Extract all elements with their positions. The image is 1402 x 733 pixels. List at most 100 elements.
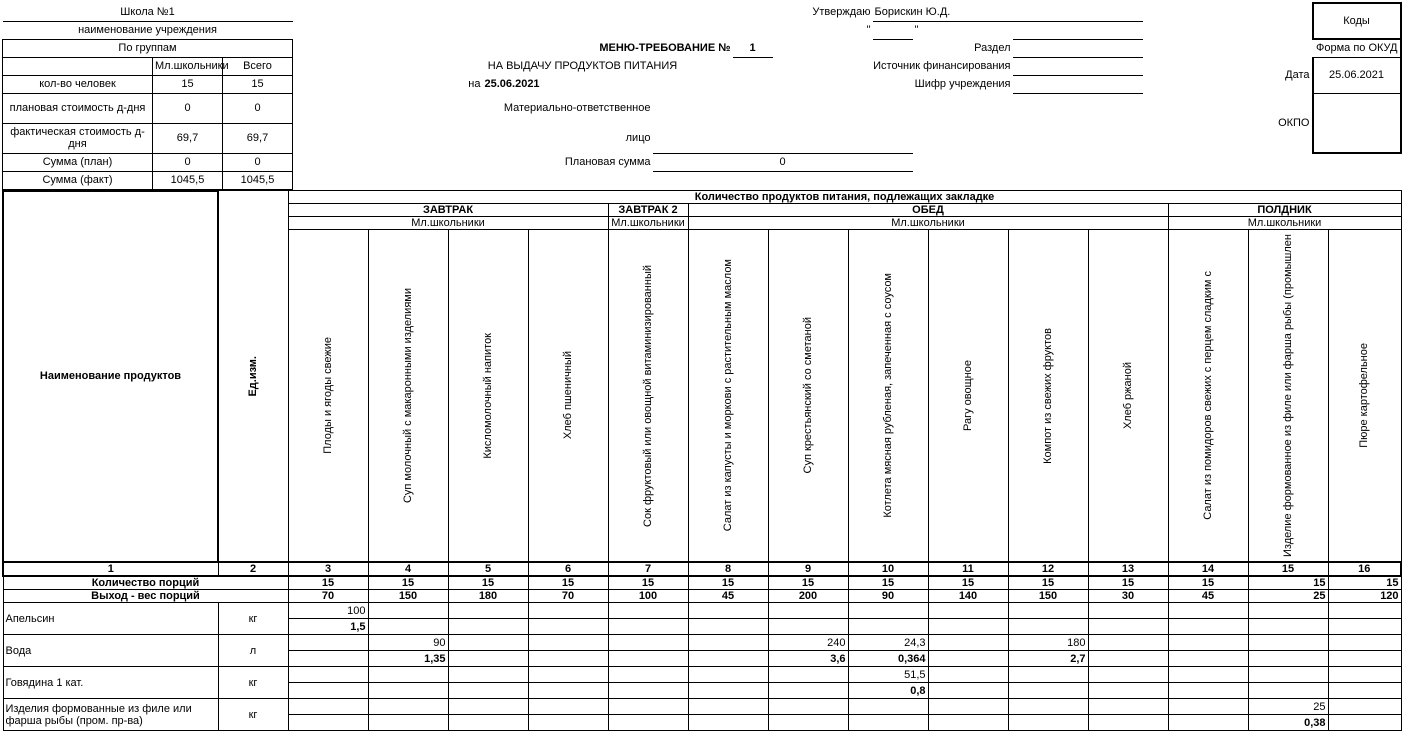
product-cell [1088, 667, 1168, 683]
out-11: 45 [1168, 590, 1248, 603]
product-cell [688, 667, 768, 683]
row1-v1: 0 [153, 93, 223, 123]
product-cell [528, 603, 608, 619]
product-cell [448, 715, 528, 731]
out-label: Выход - вес порций [3, 590, 288, 603]
col-name-header: Наименование продуктов [3, 191, 218, 563]
col-total: Всего [223, 57, 293, 75]
out-1: 150 [368, 590, 448, 603]
product-cell [528, 651, 608, 667]
product-cell [368, 715, 448, 731]
product-cell [928, 667, 1008, 683]
row0-v2: 15 [223, 75, 293, 93]
num-1: 1 [3, 562, 218, 576]
product-cell [848, 715, 928, 731]
product-cell [1008, 619, 1088, 635]
mat-resp: Материально-ответственное [393, 93, 653, 123]
product-name: Изделия формованные из филе или фарша ры… [3, 699, 218, 731]
meal-sub3: Мл.школьники [688, 217, 1168, 230]
date-val: 25.06.2021 [1313, 57, 1401, 93]
dish-13: Пюре картофельное [1328, 230, 1401, 563]
date-label: Дата [1233, 57, 1313, 93]
product-cell [688, 715, 768, 731]
product-cell [448, 683, 528, 699]
product-cell [1248, 667, 1328, 683]
product-unit: кг [218, 699, 288, 731]
row4-v2: 1045,5 [223, 171, 293, 189]
product-cell [608, 603, 688, 619]
product-cell [288, 667, 368, 683]
row0-label: кол-во человек [3, 75, 153, 93]
dish-11: Салат из помидоров свежих с перцем сладк… [1168, 230, 1248, 563]
product-cell [1248, 651, 1328, 667]
product-cell: 0,364 [848, 651, 928, 667]
section-label: Раздел [873, 39, 1013, 57]
product-cell [768, 699, 848, 715]
title: МЕНЮ-ТРЕБОВАНИЕ № [393, 39, 733, 57]
product-cell [1248, 635, 1328, 651]
meal-lunch: ОБЕД [688, 204, 1168, 217]
product-cell [528, 667, 608, 683]
product-cell [1088, 603, 1168, 619]
product-cell [928, 699, 1008, 715]
codes-label: Коды [1313, 3, 1401, 39]
product-cell [368, 699, 448, 715]
mat-resp2: лицо [393, 123, 653, 153]
okpo-val [1313, 93, 1401, 153]
product-cell [1008, 603, 1088, 619]
product-cell [288, 635, 368, 651]
product-name: Вода [3, 635, 218, 667]
product-cell: 90 [368, 635, 448, 651]
product-cell [1168, 635, 1248, 651]
product-cell [1088, 619, 1168, 635]
meal-breakfast: ЗАВТРАК [288, 204, 608, 217]
num-14: 14 [1168, 562, 1248, 576]
product-cell [448, 667, 528, 683]
title-num: 1 [733, 39, 773, 57]
product-cell [848, 699, 928, 715]
dish-1: Суп молочный с макаронными изделиями [368, 230, 448, 563]
qty-4: 15 [608, 576, 688, 590]
row4-label: Сумма (факт) [3, 171, 153, 189]
dish-4: Сок фруктовый или овощной витаминизирова… [608, 230, 688, 563]
num-15: 15 [1248, 562, 1328, 576]
dish-10: Хлеб ржаной [1088, 230, 1168, 563]
qty-7: 15 [848, 576, 928, 590]
product-cell [368, 603, 448, 619]
row3-label: Сумма (план) [3, 153, 153, 171]
num-3: 3 [288, 562, 368, 576]
quote1: " [803, 21, 873, 39]
product-cell [688, 635, 768, 651]
row3-v1: 0 [153, 153, 223, 171]
product-cell [1008, 667, 1088, 683]
product-cell [688, 699, 768, 715]
product-cell [1248, 619, 1328, 635]
row0-v1: 15 [153, 75, 223, 93]
product-cell [1168, 715, 1248, 731]
num-11: 11 [928, 562, 1008, 576]
product-unit: л [218, 635, 288, 667]
out-9: 150 [1008, 590, 1088, 603]
row1-v2: 0 [223, 93, 293, 123]
row3-v2: 0 [223, 153, 293, 171]
product-cell [608, 651, 688, 667]
product-cell: 51,5 [848, 667, 928, 683]
out-3: 70 [528, 590, 608, 603]
product-name: Говядина 1 кат. [3, 667, 218, 699]
product-cell [528, 683, 608, 699]
product-cell: 180 [1008, 635, 1088, 651]
plan-sum-val: 0 [653, 153, 913, 171]
num-12: 12 [1008, 562, 1088, 576]
product-cell [288, 651, 368, 667]
row4-v1: 1045,5 [153, 171, 223, 189]
product-cell [928, 715, 1008, 731]
row2-label: фактическая стоимость д-дня [3, 123, 153, 153]
product-cell [1248, 603, 1328, 619]
product-cell [928, 619, 1008, 635]
product-cell [688, 619, 768, 635]
row2-v1: 69,7 [153, 123, 223, 153]
product-unit: кг [218, 603, 288, 635]
product-cell [608, 667, 688, 683]
inst-code: Шифр учреждения [803, 75, 1013, 93]
product-cell [1088, 715, 1168, 731]
